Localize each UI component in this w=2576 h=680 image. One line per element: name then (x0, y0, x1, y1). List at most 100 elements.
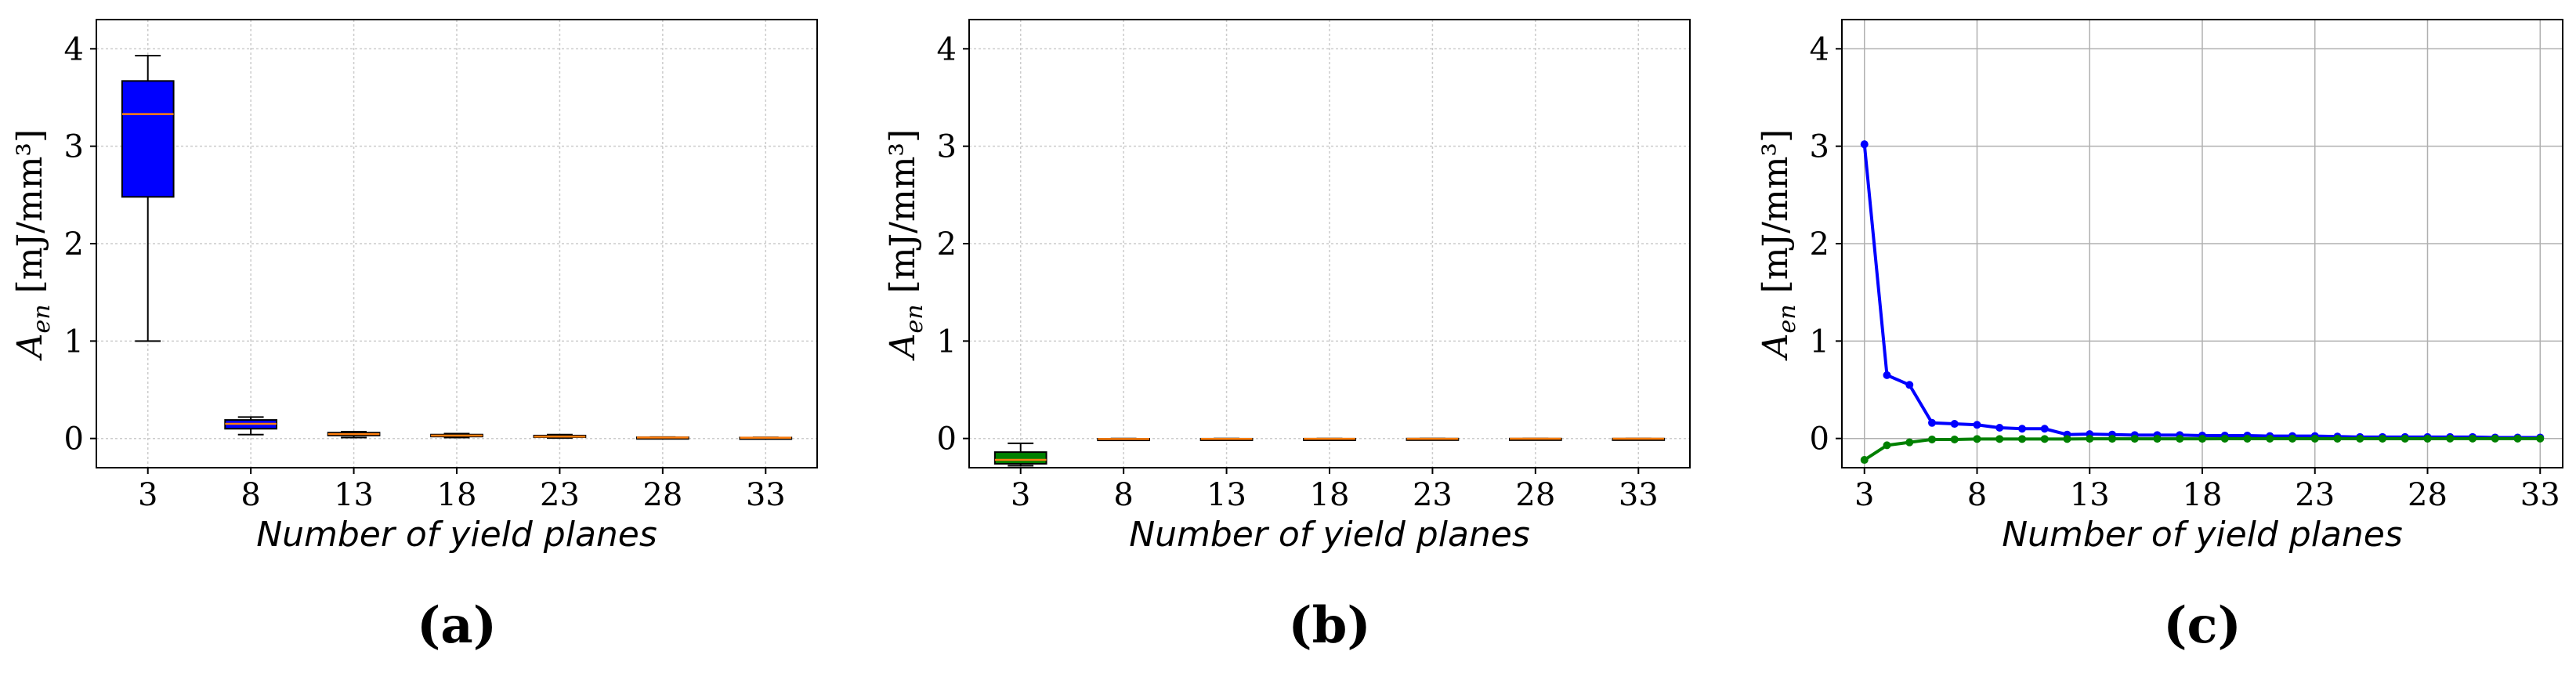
data-point (1995, 435, 2004, 443)
y-axis-label-unit: [mJ/mm³] (1756, 129, 1796, 294)
y-axis-label-symbol: A (883, 333, 923, 361)
data-point (2266, 434, 2274, 443)
y-tick-label: 4 (1810, 31, 1829, 67)
data-point (1995, 424, 2004, 432)
x-tick-label: 8 (241, 477, 260, 513)
y-axis-label-subscript: en (28, 304, 56, 333)
y-axis-label-symbol: A (10, 333, 50, 361)
data-point (2040, 425, 2049, 433)
x-tick-label: 23 (1413, 477, 1453, 513)
data-point (2086, 435, 2094, 443)
box-3 (121, 55, 175, 342)
y-tick-label: 2 (937, 226, 957, 262)
data-point (1973, 435, 1981, 443)
data-point (2310, 434, 2319, 443)
data-point (1928, 435, 1936, 443)
y-tick-label: 3 (64, 129, 84, 165)
data-point (2333, 434, 2342, 443)
data-point (1950, 420, 1959, 429)
y-axis-label: Aen [mJ/mm³] (10, 129, 56, 361)
data-point (1928, 418, 1936, 427)
x-tick-label: 33 (746, 477, 786, 513)
x-tick-label: 28 (1515, 477, 1555, 513)
y-tick-label: 0 (937, 421, 957, 458)
y-tick-label: 2 (64, 226, 84, 262)
y-axis-label-subscript: en (1774, 304, 1801, 333)
y-tick-label: 4 (64, 31, 84, 67)
box-33 (1612, 437, 1666, 441)
x-tick-label: 28 (642, 477, 682, 513)
panel-label: (a) (417, 596, 497, 655)
y-tick-label: 1 (1810, 324, 1829, 360)
y-tick-label: 2 (1810, 226, 1829, 262)
data-point (2446, 434, 2455, 443)
data-point (2018, 435, 2026, 443)
data-point (1950, 435, 1959, 443)
y-axis-label-unit: [mJ/mm³] (10, 129, 50, 294)
y-axis-label-symbol: A (1756, 333, 1796, 361)
box-18 (430, 432, 483, 439)
y-tick-label: 3 (937, 129, 957, 165)
y-tick-label: 3 (1810, 129, 1829, 165)
box-13 (1199, 437, 1254, 441)
x-tick-label: 33 (1619, 477, 1659, 513)
data-point (1905, 438, 1914, 447)
x-tick-label: 33 (2520, 477, 2560, 513)
data-point (2401, 434, 2409, 443)
y-axis-label: Aen [mJ/mm³] (883, 129, 928, 361)
data-point (1905, 381, 1914, 389)
box-8 (224, 416, 277, 436)
y-axis-label-subscript: en (901, 304, 928, 333)
y-axis-label-unit: [mJ/mm³] (883, 129, 923, 294)
data-point (2513, 434, 2522, 443)
x-tick-label: 18 (437, 477, 477, 513)
x-tick-label: 28 (2408, 477, 2448, 513)
box-23 (1406, 437, 1460, 441)
data-point (1883, 371, 1891, 379)
data-point (2198, 435, 2206, 443)
y-tick-label: 1 (937, 324, 957, 360)
data-point (2469, 434, 2477, 443)
x-tick-label: 23 (2295, 477, 2335, 513)
panel-label: (c) (2163, 596, 2241, 655)
data-point (2176, 435, 2184, 443)
x-tick-label: 13 (1207, 477, 1246, 513)
box-28 (1509, 437, 1562, 441)
box-3 (993, 442, 1047, 467)
x-axis-label: Number of yield planes (1129, 515, 1530, 555)
panel-label: (b) (1288, 596, 1370, 655)
x-axis-label: Number of yield planes (256, 515, 657, 555)
x-tick-label: 18 (1310, 477, 1350, 513)
data-point (1883, 441, 1891, 450)
x-axis-label: Number of yield planes (2002, 515, 2403, 555)
box-8 (1097, 437, 1151, 442)
y-tick-label: 1 (64, 324, 84, 360)
data-point (1860, 456, 1869, 465)
data-point (2220, 434, 2229, 443)
data-point (1860, 140, 1869, 149)
data-point (2040, 435, 2049, 443)
y-axis-label: Aen [mJ/mm³] (1756, 129, 1801, 361)
data-point (2491, 434, 2499, 443)
box-33 (739, 436, 793, 440)
x-tick-label: 23 (540, 477, 580, 513)
data-point (2423, 434, 2432, 443)
data-point (2130, 435, 2139, 443)
box-18 (1303, 437, 1356, 441)
data-point (2153, 435, 2162, 443)
x-tick-label: 13 (334, 477, 374, 513)
box-13 (327, 430, 381, 439)
x-tick-label: 18 (2183, 477, 2223, 513)
data-point (2288, 434, 2296, 443)
data-point (2536, 434, 2545, 443)
y-tick-label: 0 (1810, 421, 1829, 458)
x-tick-label: 3 (1011, 477, 1030, 513)
x-tick-label: 3 (1854, 477, 1874, 513)
y-tick-label: 0 (64, 421, 84, 458)
data-point (2356, 434, 2364, 443)
data-point (2243, 434, 2252, 443)
data-point (2379, 434, 2386, 443)
